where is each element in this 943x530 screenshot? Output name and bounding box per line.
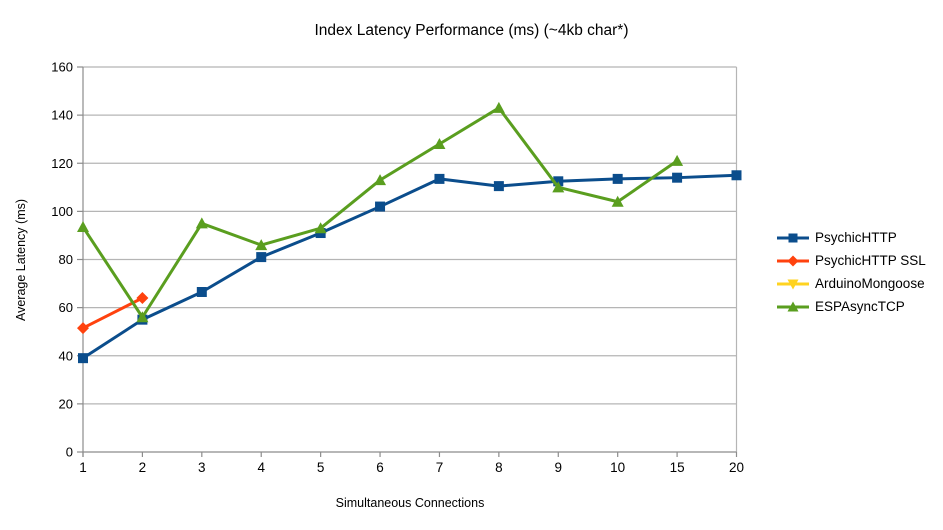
legend-swatch-triangle-down-icon bbox=[777, 279, 809, 289]
series-marker-psychichttp bbox=[256, 252, 267, 263]
legend-item-psychichttp: PsychicHTTP bbox=[777, 226, 926, 249]
series-marker-psychichttp bbox=[672, 172, 683, 183]
legend-label-psychichttp: PsychicHTTP bbox=[815, 230, 897, 245]
x-axis-title: Simultaneous Connections bbox=[335, 496, 485, 510]
legend-item-psychichttp-ssl: PsychicHTTP SSL bbox=[777, 249, 926, 272]
series-marker-espasynctcp bbox=[195, 217, 208, 229]
x-tick-label: 9 bbox=[555, 460, 563, 475]
x-tick-label: 10 bbox=[610, 460, 625, 475]
series-marker-psychichttp bbox=[78, 353, 88, 364]
y-tick-label: 20 bbox=[59, 396, 73, 411]
series-marker-psychichttp bbox=[731, 170, 742, 181]
y-tick-label: 60 bbox=[59, 300, 73, 315]
y-tick-label: 40 bbox=[59, 348, 73, 363]
series-marker-psychichttp bbox=[375, 201, 386, 212]
x-tick-label: 3 bbox=[198, 460, 206, 475]
series-marker-psychichttp bbox=[612, 173, 623, 184]
series-marker-espasynctcp bbox=[374, 174, 387, 186]
x-tick-label: 2 bbox=[139, 460, 147, 475]
series-marker-espasynctcp bbox=[671, 154, 684, 166]
y-tick-label: 140 bbox=[51, 108, 73, 123]
legend-swatch-triangle-up-icon bbox=[777, 301, 809, 311]
legend-item-arduinomongoose: ArduinoMongoose bbox=[777, 272, 926, 295]
series-marker-psychichttp bbox=[196, 286, 207, 297]
series-marker-espasynctcp bbox=[552, 181, 565, 193]
x-tick-label: 15 bbox=[670, 460, 685, 475]
x-tick-label: 4 bbox=[257, 460, 265, 475]
chart-title: Index Latency Performance (ms) (~4kb cha… bbox=[314, 22, 629, 39]
series-marker-espasynctcp bbox=[433, 138, 446, 149]
y-tick-label: 100 bbox=[51, 204, 73, 219]
series-marker-espasynctcp bbox=[77, 221, 89, 233]
legend-label-arduinomongoose: ArduinoMongoose bbox=[815, 276, 925, 291]
x-tick-label: 1 bbox=[79, 460, 87, 475]
series-marker-psychichttp bbox=[434, 173, 445, 184]
x-tick-label: 8 bbox=[495, 460, 503, 475]
legend-swatch-square-icon bbox=[777, 233, 809, 242]
legend-swatch-diamond-icon bbox=[777, 255, 809, 266]
series-marker-espasynctcp bbox=[314, 222, 327, 234]
series-marker-espasynctcp bbox=[492, 101, 505, 113]
x-tick-label: 7 bbox=[436, 460, 444, 475]
legend-item-espasynctcp: ESPAsyncTCP bbox=[777, 295, 926, 318]
series-marker-espasynctcp bbox=[255, 239, 268, 251]
series-marker-espasynctcp bbox=[136, 311, 149, 323]
series-marker-espasynctcp bbox=[611, 195, 624, 207]
legend-label-espasynctcp: ESPAsyncTCP bbox=[815, 299, 905, 314]
legend-label-psychichttp-ssl: PsychicHTTP SSL bbox=[815, 253, 926, 268]
x-tick-label: 20 bbox=[729, 460, 744, 475]
x-tick-label: 6 bbox=[376, 460, 384, 475]
series-line-psychichttp bbox=[82, 173, 737, 360]
x-tick-label: 5 bbox=[317, 460, 325, 475]
series-marker-psychichttp bbox=[493, 181, 504, 192]
y-axis-title: Average Latency (ms) bbox=[14, 198, 28, 322]
y-tick-label: 120 bbox=[51, 156, 73, 171]
series-marker-psychichttp-ssl bbox=[136, 292, 149, 304]
y-tick-label: 160 bbox=[51, 60, 73, 75]
series-marker-psychichttp-ssl bbox=[77, 322, 89, 335]
series-line-espasynctcp bbox=[81, 106, 678, 319]
y-tick-label: 80 bbox=[59, 252, 73, 267]
y-tick-label: 0 bbox=[66, 445, 73, 460]
legend: PsychicHTTP PsychicHTTP SSL ArduinoMongoos… bbox=[777, 226, 926, 318]
